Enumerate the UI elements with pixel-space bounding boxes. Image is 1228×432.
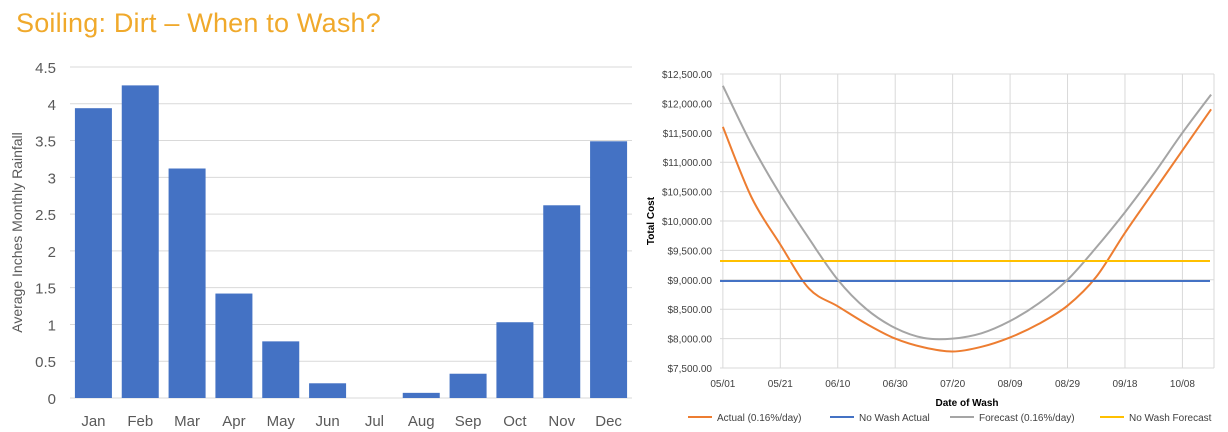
y-tick-label: $12,500.00 bbox=[662, 70, 712, 81]
bar-jun bbox=[309, 383, 347, 398]
legend-label: No Wash Forecast bbox=[1129, 413, 1212, 424]
x-tick-label: 10/08 bbox=[1170, 379, 1195, 390]
x-tick-label: 08/29 bbox=[1055, 379, 1080, 390]
legend-label: Actual (0.16%/day) bbox=[717, 413, 802, 424]
x-tick-label: 06/10 bbox=[825, 379, 850, 390]
bar-aug bbox=[402, 392, 440, 398]
y-tick-label: 1 bbox=[48, 317, 56, 334]
x-tick-label: 06/30 bbox=[883, 379, 908, 390]
y-tick-label: $8,000.00 bbox=[668, 335, 713, 346]
bar-apr bbox=[215, 293, 253, 398]
series-line-forecast-0-16-day bbox=[721, 85, 1212, 341]
legend-label: Forecast (0.16%/day) bbox=[979, 413, 1075, 424]
y-tick-label: 3 bbox=[48, 170, 56, 187]
x-tick-label: 09/18 bbox=[1112, 379, 1137, 390]
y-tick-label: $9,000.00 bbox=[668, 276, 713, 287]
x-axis-title: Date of Wash bbox=[936, 398, 999, 409]
y-axis-title: Total Cost bbox=[646, 196, 657, 245]
bar-sep bbox=[449, 373, 487, 398]
x-tick-label: 07/20 bbox=[940, 379, 965, 390]
rainfall-bar-chart: 0 0.5 1 1.5 2 2.5 3 3.5 4 4.5 Jan Feb Mar Apr May Jun Ju… bbox=[9, 60, 632, 430]
y-tick-label: $11,500.00 bbox=[663, 129, 713, 140]
y-tick-label: 0.5 bbox=[35, 354, 56, 371]
x-tick-label: May bbox=[267, 413, 296, 430]
y-tick-label: $12,000.00 bbox=[662, 99, 712, 110]
series-line-actual-0-16-day bbox=[721, 108, 1212, 353]
y-tick-label: 3.5 bbox=[35, 134, 56, 151]
x-tick-label: Aug bbox=[408, 413, 435, 430]
y-tick-label: $10,500.00 bbox=[662, 188, 712, 199]
y-tick-label: 2.5 bbox=[35, 207, 56, 224]
bar-jan bbox=[74, 108, 112, 399]
x-tick-label: Nov bbox=[548, 413, 575, 430]
x-tick-label: Jun bbox=[315, 413, 339, 430]
x-tick-label: Sep bbox=[455, 413, 482, 430]
x-tick-label: Apr bbox=[222, 413, 245, 430]
y-tick-label: 1.5 bbox=[35, 281, 56, 298]
x-tick-label: Mar bbox=[174, 413, 200, 430]
y-tick-label: $8,500.00 bbox=[668, 305, 713, 316]
page-title: Soiling: Dirt – When to Wash? bbox=[16, 8, 381, 38]
y-tick-label: $11,000.00 bbox=[663, 158, 713, 169]
x-tick-label: Jan bbox=[81, 413, 105, 430]
wash-cost-line-chart: $7,500.00 $8,000.00 $8,500.00 $9,000.00 $9,5… bbox=[646, 70, 1215, 424]
y-tick-label: 4.5 bbox=[35, 60, 56, 77]
bar-feb bbox=[121, 85, 159, 398]
x-tick-label: 08/09 bbox=[998, 379, 1023, 390]
x-tick-label: Feb bbox=[127, 413, 153, 430]
bar-dec bbox=[590, 141, 628, 398]
x-tick-label: Dec bbox=[595, 413, 622, 430]
bar-may bbox=[262, 341, 300, 398]
y-tick-label: $9,500.00 bbox=[668, 246, 713, 257]
bar-mar bbox=[168, 168, 206, 398]
y-tick-label: 2 bbox=[48, 244, 56, 261]
bar-oct bbox=[496, 322, 534, 398]
x-tick-label: 05/01 bbox=[710, 379, 735, 390]
y-tick-label: $10,000.00 bbox=[662, 217, 712, 228]
legend-label: No Wash Actual bbox=[859, 413, 930, 424]
y-tick-label: 0 bbox=[48, 391, 56, 408]
y-tick-label: 4 bbox=[48, 97, 56, 114]
x-tick-label: Oct bbox=[503, 413, 527, 430]
bar-nov bbox=[543, 205, 581, 398]
y-axis-title: Average Inches Monthly Rainfall bbox=[9, 132, 25, 333]
y-tick-label: $7,500.00 bbox=[668, 364, 713, 375]
x-tick-label: 05/21 bbox=[768, 379, 793, 390]
x-tick-label: Jul bbox=[365, 413, 384, 430]
